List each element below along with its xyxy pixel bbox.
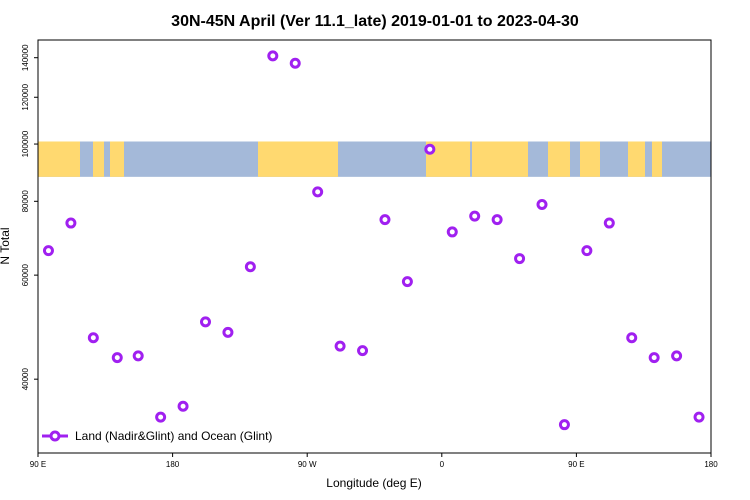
map-land <box>652 141 662 177</box>
data-point <box>648 352 660 364</box>
data-point <box>267 50 279 62</box>
y-tick-label: 60000 <box>21 263 30 286</box>
data-point <box>111 352 123 364</box>
data-point <box>200 316 212 328</box>
data-point <box>491 214 503 226</box>
data-point <box>357 345 369 357</box>
data-point <box>312 186 324 198</box>
y-axis-label: N Total <box>0 227 12 264</box>
map-band <box>38 141 711 177</box>
map-land <box>258 141 338 177</box>
y-axis: 40000 60000 80000 100000 120000 140000 <box>21 44 38 390</box>
y-tick-label: 120000 <box>21 83 30 110</box>
map-ocean <box>38 141 711 177</box>
y-tick-label: 100000 <box>21 130 30 157</box>
data-point <box>446 226 458 238</box>
data-point <box>671 350 683 362</box>
map-land <box>472 141 528 177</box>
data-points <box>42 50 705 431</box>
data-point <box>401 276 413 288</box>
map-land <box>93 141 104 177</box>
x-tick-label: 180 <box>704 460 718 469</box>
data-point <box>693 411 705 423</box>
data-point <box>42 245 54 257</box>
legend: Land (Nadir&Glint) and Ocean (Glint) <box>42 429 272 443</box>
data-point <box>132 350 144 362</box>
x-tick-label: 180 <box>166 460 180 469</box>
data-point <box>155 411 167 423</box>
data-point <box>536 199 548 211</box>
data-point <box>581 245 593 257</box>
data-point <box>65 217 77 229</box>
x-tick-label: 0 <box>440 460 445 469</box>
x-tick-label: 90 E <box>30 460 46 469</box>
map-land <box>548 141 570 177</box>
data-point <box>469 210 481 222</box>
y-tick-label: 140000 <box>21 44 30 71</box>
data-point <box>558 419 570 431</box>
map-land <box>580 141 600 177</box>
x-tick-label: 90 E <box>568 460 584 469</box>
map-land <box>628 141 645 177</box>
x-tick-label: 90 W <box>298 460 317 469</box>
data-point <box>222 326 234 338</box>
x-axis-label: Longitude (deg E) <box>326 476 421 490</box>
data-point <box>603 217 615 229</box>
data-point <box>289 57 301 69</box>
map-land <box>38 141 80 177</box>
data-point <box>379 214 391 226</box>
data-point <box>424 143 436 155</box>
y-tick-label: 80000 <box>21 190 30 213</box>
data-point <box>334 340 346 352</box>
map-land <box>110 141 124 177</box>
x-axis: 90 E 180 90 W 0 90 E 180 <box>30 453 718 469</box>
legend-marker <box>49 430 61 442</box>
y-tick-label: 40000 <box>21 368 30 391</box>
data-point <box>177 400 189 412</box>
chart-title: 30N-45N April (Ver 11.1_late) 2019-01-01… <box>171 13 579 30</box>
data-point <box>87 332 99 344</box>
data-point <box>626 332 638 344</box>
data-point <box>514 253 526 265</box>
legend-label: Land (Nadir&Glint) and Ocean (Glint) <box>75 429 272 443</box>
plot-frame <box>37 39 712 454</box>
data-point <box>244 261 256 273</box>
